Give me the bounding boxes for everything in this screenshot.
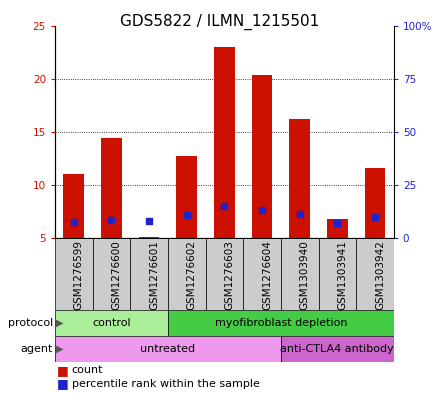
Bar bbox=[93, 238, 130, 310]
Text: GSM1303941: GSM1303941 bbox=[337, 240, 347, 310]
Bar bbox=[101, 138, 122, 238]
Bar bbox=[130, 238, 168, 310]
Text: agent: agent bbox=[20, 344, 53, 354]
Point bbox=[108, 217, 115, 223]
Bar bbox=[319, 238, 356, 310]
Text: GSM1276602: GSM1276602 bbox=[187, 240, 197, 310]
Point bbox=[371, 214, 378, 220]
Point bbox=[259, 207, 266, 213]
Bar bbox=[327, 219, 348, 238]
Text: GSM1276604: GSM1276604 bbox=[262, 240, 272, 310]
Text: GSM1276601: GSM1276601 bbox=[149, 240, 159, 310]
Text: GSM1276603: GSM1276603 bbox=[224, 240, 235, 310]
Text: protocol: protocol bbox=[7, 318, 53, 328]
Bar bbox=[290, 119, 310, 238]
Bar bbox=[168, 238, 205, 310]
Point bbox=[70, 219, 77, 225]
Point bbox=[221, 203, 228, 209]
Text: ■: ■ bbox=[57, 377, 69, 390]
Text: ▶: ▶ bbox=[56, 344, 64, 354]
Text: GDS5822 / ILMN_1215501: GDS5822 / ILMN_1215501 bbox=[121, 14, 319, 30]
Text: ▶: ▶ bbox=[56, 318, 64, 328]
Bar bbox=[55, 238, 93, 310]
Point bbox=[183, 212, 190, 219]
Text: myofibroblast depletion: myofibroblast depletion bbox=[215, 318, 347, 328]
Bar bbox=[281, 336, 394, 362]
Text: untreated: untreated bbox=[140, 344, 195, 354]
Point bbox=[334, 220, 341, 226]
Text: anti-CTLA4 antibody: anti-CTLA4 antibody bbox=[280, 344, 394, 354]
Bar bbox=[55, 336, 281, 362]
Bar bbox=[365, 168, 385, 238]
Text: GSM1303942: GSM1303942 bbox=[375, 240, 385, 310]
Bar bbox=[252, 75, 272, 238]
Text: control: control bbox=[92, 318, 131, 328]
Bar bbox=[243, 238, 281, 310]
Bar bbox=[205, 238, 243, 310]
Point bbox=[296, 211, 303, 217]
Bar bbox=[55, 310, 168, 336]
Text: ■: ■ bbox=[57, 364, 69, 377]
Text: percentile rank within the sample: percentile rank within the sample bbox=[72, 379, 260, 389]
Bar bbox=[63, 174, 84, 238]
Bar bbox=[214, 47, 235, 238]
Text: GSM1276600: GSM1276600 bbox=[111, 240, 121, 310]
Text: count: count bbox=[72, 365, 103, 375]
Bar bbox=[168, 310, 394, 336]
Bar bbox=[281, 238, 319, 310]
Text: GSM1303940: GSM1303940 bbox=[300, 240, 310, 310]
Bar bbox=[139, 237, 159, 238]
Bar bbox=[356, 238, 394, 310]
Bar bbox=[176, 156, 197, 238]
Text: GSM1276599: GSM1276599 bbox=[74, 240, 84, 310]
Point bbox=[146, 218, 153, 224]
